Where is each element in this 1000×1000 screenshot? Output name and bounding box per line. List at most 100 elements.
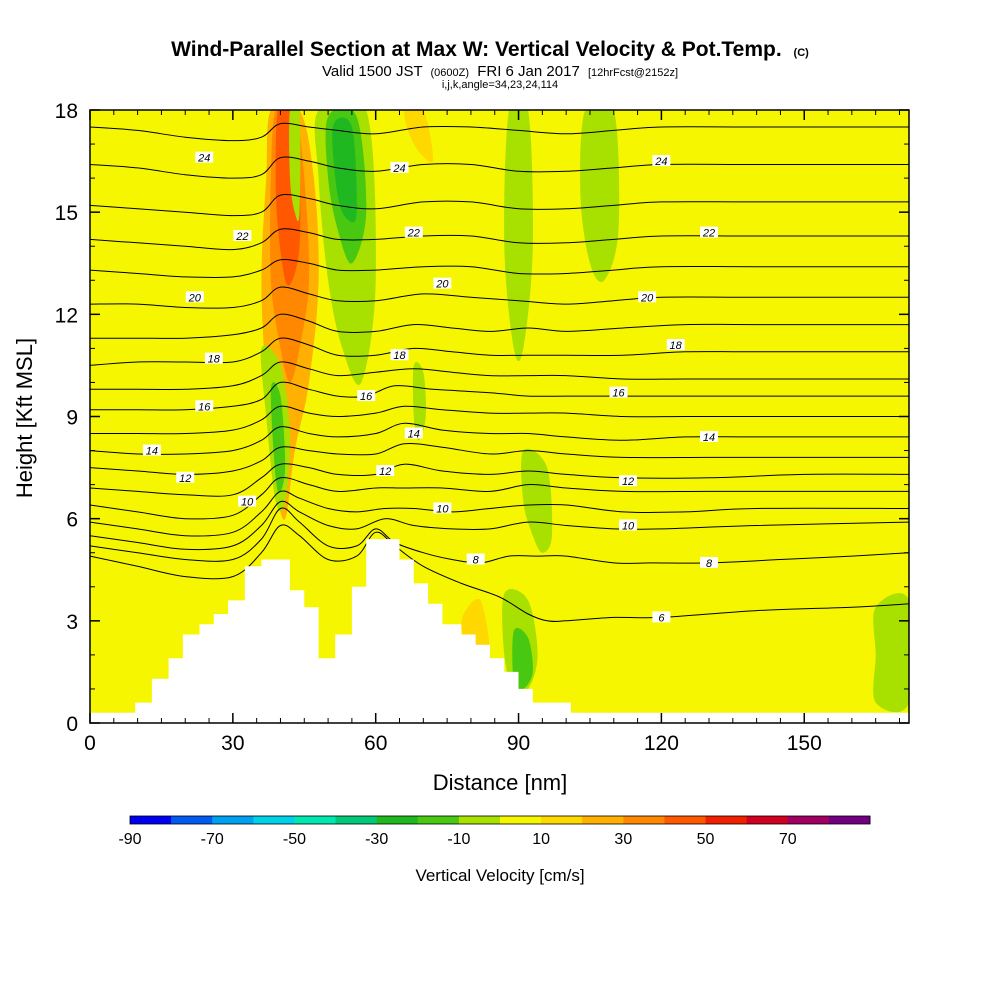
colorbar-tick-label: 30: [614, 831, 632, 848]
isotherm-label-text: 8: [706, 558, 713, 570]
x-tick-label: 0: [84, 732, 96, 755]
isotherm-label-text: 20: [640, 292, 654, 304]
y-tick-label: 12: [55, 304, 78, 327]
isotherm-label-bg: [466, 553, 485, 565]
title-valid: Valid 1500 JST: [322, 63, 422, 80]
title-forecast: [12hrFcst@2152z]: [588, 67, 678, 79]
isotherm-label-14-1: 14: [404, 427, 423, 441]
isotherm-label-18-0: 18: [204, 352, 223, 366]
isotherm-label-18-2: 18: [666, 338, 685, 352]
colorbar-bin-4: [294, 816, 337, 824]
isotherm-label-bg: [404, 226, 423, 238]
isotherm-18: [90, 337, 909, 366]
colorbar-tick-label: 70: [779, 831, 797, 848]
x-axis-label: Distance [nm]: [433, 770, 568, 795]
isotherm-label-text: 18: [208, 354, 221, 366]
isotherm-label-bg: [433, 277, 452, 289]
isotherm-label-bg: [619, 475, 638, 487]
isotherm-label-22-1: 22: [404, 226, 423, 240]
x-axis: 0 30 60 90 120 150: [84, 110, 900, 755]
isotherm-label-text: 6: [658, 612, 665, 624]
isotherm-21: [90, 259, 909, 279]
isotherm-15: [90, 405, 909, 435]
velocity-region-21: [270, 382, 286, 493]
isotherm-label-text: 14: [408, 429, 420, 441]
isotherm-12: [90, 463, 909, 497]
velocity-region-6: [522, 568, 581, 716]
isotherm-19: [90, 313, 909, 339]
velocity-region-24: [289, 110, 301, 222]
isotherm-label-bg: [652, 611, 671, 623]
isotherm-label-text: 24: [654, 156, 667, 168]
velocity-region-19: [332, 117, 357, 223]
title-zulu: (0600Z): [431, 67, 470, 79]
velocity-region-29: [412, 361, 426, 441]
x-tick-label: 90: [507, 732, 530, 755]
isotherm-label-text: 10: [436, 503, 449, 515]
isotherm-label-text: 24: [197, 153, 210, 165]
y-tick-label: 15: [55, 202, 78, 225]
isotherm-label-bg: [185, 291, 204, 303]
title-indices: i,j,k,angle=34,23,24,114: [442, 79, 558, 91]
velocity-region-7: [637, 373, 710, 474]
isotherm-label-text: 18: [393, 350, 406, 362]
isotherm-22: [90, 228, 909, 251]
velocity-region-5: [658, 544, 763, 721]
isotherm-label-18-1: 18: [390, 349, 409, 362]
svg-text:Wind-Parallel Section at Max W: Wind-Parallel Section at Max W: Vertical…: [171, 38, 809, 61]
isotherm-label-14-2: 14: [700, 430, 719, 444]
isotherm-label-text: 18: [670, 340, 683, 352]
isotherm-label-6-0: 6: [652, 611, 671, 624]
isotherm-label-bg: [666, 338, 685, 350]
y-tick-label: 18: [55, 100, 78, 123]
isotherm-label-20-2: 20: [638, 291, 657, 304]
isotherm-label-text: 22: [702, 228, 715, 240]
colorbar-bin-6: [376, 816, 419, 824]
title-date: FRI 6 Jan 2017: [477, 63, 580, 80]
x-tick-label: 60: [364, 732, 387, 755]
colorbar-bin-13: [664, 816, 707, 824]
y-tick-label: 3: [66, 611, 78, 634]
plot-area: 6 8 8 10 10 10 12 12 12 14 14 14 16 16 16 18 18 18 20 20 20 2…: [90, 110, 909, 723]
isotherm-label-bg: [638, 291, 657, 303]
isotherm-label-bg: [609, 386, 628, 398]
isotherm-11: [90, 477, 909, 520]
isotherm-label-text: 16: [360, 391, 373, 403]
velocity-region-22: [504, 110, 534, 362]
colorbar-bin-10: [541, 816, 583, 824]
isotherm-17: [90, 361, 909, 391]
velocity-region-28: [873, 593, 909, 713]
isotherm-label-16-1: 16: [357, 390, 376, 403]
isotherm-14: [90, 422, 909, 455]
isotherm-label-bg: [142, 444, 161, 456]
isotherm-23: [90, 193, 909, 217]
velocity-region-13: [404, 110, 434, 163]
isotherm-9: [90, 500, 909, 551]
colorbar-frame: [129, 815, 871, 825]
colorbar-bin-2: [212, 816, 254, 824]
isotherm-label-bg: [652, 155, 671, 167]
y-tick-label: 0: [66, 713, 78, 736]
isotherm-label-bg: [195, 400, 214, 412]
isotherm-label-24-1: 24: [390, 161, 409, 175]
isotherm-label-bg: [404, 427, 423, 439]
isotherm-label-16-0: 16: [195, 400, 214, 413]
isotherm-label-bg: [390, 161, 409, 173]
isotherm-label-bg: [376, 464, 395, 476]
colorbar-tick-label: -30: [365, 831, 388, 848]
y-tick-label: 6: [66, 509, 78, 532]
title-main-text: Wind-Parallel Section at Max W: Vertical…: [171, 38, 782, 61]
isotherm-label-8-1: 8: [700, 556, 719, 570]
isotherm-label-text: 16: [198, 401, 211, 413]
isotherm-label-text: 20: [435, 279, 449, 291]
y-axis-label: Height [Kft MSL]: [12, 338, 37, 498]
isotherm-label-16-2: 16: [609, 386, 628, 400]
isotherm-label-bg: [195, 151, 214, 163]
colorbar-bin-9: [500, 816, 542, 824]
isotherm-label-bg: [700, 556, 719, 568]
isotherm-label-bg: [390, 349, 409, 361]
isotherm-10: [90, 490, 909, 537]
velocity-region-3: [389, 110, 471, 453]
isotherm-label-text: 22: [235, 231, 248, 243]
isotherm-label-text: 20: [188, 292, 202, 304]
